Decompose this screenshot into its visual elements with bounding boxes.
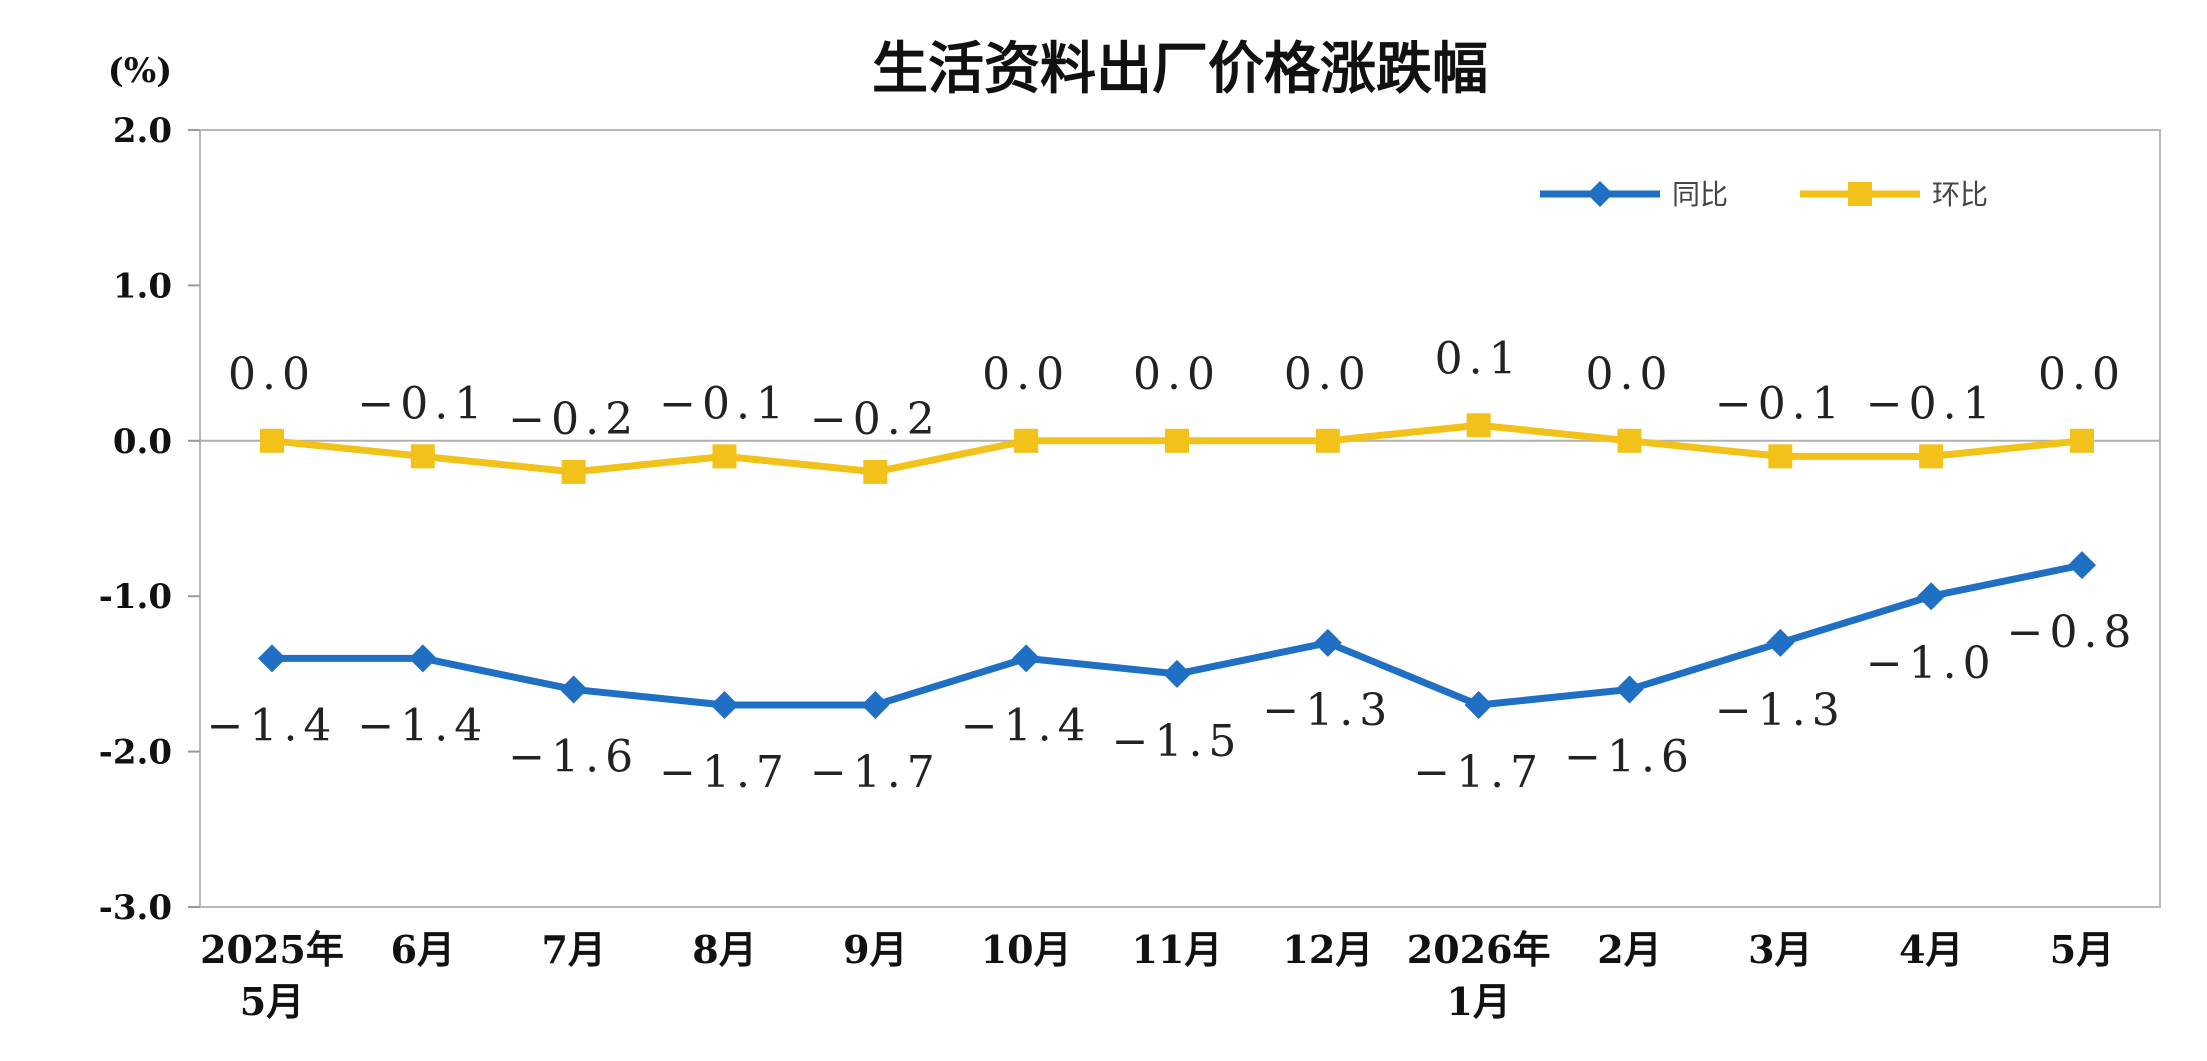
mom-point <box>1014 428 1039 453</box>
yoy-data-label: −1.7 <box>659 747 790 798</box>
mom-point <box>1315 428 1340 453</box>
yoy-data-label: −1.4 <box>207 700 338 751</box>
mom-data-label: 0.1 <box>1435 333 1523 384</box>
x-tick-label: 1月 <box>1446 979 1510 1024</box>
legend-label: 环比 <box>1932 178 1988 211</box>
mom-data-label: 0.0 <box>228 349 316 400</box>
x-tick-label: 8月 <box>692 927 756 972</box>
x-tick-label: 11月 <box>1132 927 1223 972</box>
mom-point <box>1919 444 1944 469</box>
mom-point <box>561 459 586 484</box>
yoy-point <box>1615 675 1644 704</box>
yoy-point <box>559 675 588 704</box>
y-tick-label: -2.0 <box>99 733 172 773</box>
x-axis: 2025年 5月 6月 7月 8月 9月 10月 11月 12月 2026年 1月 2月 3月 4月 5月 <box>200 927 2114 1024</box>
yoy-point <box>861 690 890 719</box>
yoy-data-label: −1.7 <box>810 747 941 798</box>
mom-point <box>410 444 435 469</box>
y-tick-label: -1.0 <box>99 577 172 617</box>
mom-data-label: −0.2 <box>810 394 941 445</box>
x-tick-label: 5月 <box>2050 927 2114 972</box>
yoy-point <box>1766 628 1795 657</box>
mom-data-label: 0.0 <box>1133 349 1221 400</box>
x-tick-label: 2025年 <box>200 927 344 972</box>
yoy-data-label: −0.8 <box>2007 607 2138 658</box>
yoy-point <box>258 644 286 673</box>
y-unit-label: (%) <box>108 51 172 91</box>
yoy-point <box>1464 690 1493 719</box>
chart-title: 生活资料出厂价格涨跌幅 <box>872 37 1488 102</box>
data-labels: −1.4 −1.4 −1.6 −1.7 −1.7 −1.4 −1.5 −1.3 −1.7 −1.6… <box>207 333 2138 798</box>
mom-data-label: 0.0 <box>1586 349 1674 400</box>
legend: 同比 环比 <box>1540 178 1988 211</box>
yoy-point <box>1313 628 1342 657</box>
yoy-point <box>710 690 739 719</box>
mom-point <box>260 428 284 453</box>
x-tick-label: 2026年 <box>1407 927 1551 972</box>
yoy-data-label: −1.4 <box>357 700 488 751</box>
mom-data-label: −0.2 <box>508 394 639 445</box>
yoy-data-label: −1.6 <box>508 731 639 782</box>
mom-data-label: −0.1 <box>1715 378 1846 429</box>
y-tick-label: 2.0 <box>113 111 172 151</box>
plot-area <box>199 129 2161 908</box>
yoy-data-label: −1.0 <box>1866 638 1997 689</box>
mom-point <box>863 459 888 484</box>
mom-data-label: 0.0 <box>1284 349 1372 400</box>
yoy-data-label: −1.7 <box>1413 747 1544 798</box>
yoy-data-label: −1.4 <box>961 700 1092 751</box>
y-tick-label: -3.0 <box>99 888 172 928</box>
y-tick-label: 0.0 <box>113 422 172 462</box>
mom-data-label: −0.1 <box>357 378 488 429</box>
x-tick-label: 6月 <box>391 927 455 972</box>
mom-point <box>1617 428 1642 453</box>
y-tick-label: 1.0 <box>113 266 172 306</box>
x-tick-label: 7月 <box>541 927 605 972</box>
mom-point <box>712 444 737 469</box>
x-tick-label: 5月 <box>240 979 304 1024</box>
mom-data-label: 0.0 <box>982 349 1070 400</box>
mom-point <box>1466 413 1491 438</box>
yoy-point <box>408 644 437 673</box>
x-tick-label: 10月 <box>981 927 1072 972</box>
mom-data-label: −0.1 <box>1866 378 1997 429</box>
yoy-point <box>1012 644 1041 673</box>
x-tick-label: 12月 <box>1282 927 1373 972</box>
mom-point <box>1768 444 1793 469</box>
x-tick-label: 4月 <box>1899 927 1963 972</box>
yoy-data-label: −1.5 <box>1112 716 1243 767</box>
legend-marker <box>1587 181 1613 207</box>
yoy-point <box>1163 659 1191 688</box>
series-layer <box>258 413 2096 719</box>
legend-marker <box>1848 182 1872 206</box>
x-tick-label: 3月 <box>1748 927 1812 972</box>
yoy-point <box>1917 582 1946 611</box>
yoy-data-label: −1.6 <box>1564 731 1695 782</box>
yoy-point <box>2068 551 2096 580</box>
mom-point <box>2070 428 2094 453</box>
mom-data-label: 0.0 <box>2038 349 2126 400</box>
yoy-data-label: −1.3 <box>1715 685 1846 736</box>
mom-point <box>1165 428 1189 453</box>
yoy-data-label: −1.3 <box>1262 685 1393 736</box>
x-tick-label: 9月 <box>843 927 907 972</box>
legend-label: 同比 <box>1672 178 1728 211</box>
x-tick-label: 2月 <box>1597 927 1661 972</box>
mom-data-label: −0.1 <box>659 378 790 429</box>
